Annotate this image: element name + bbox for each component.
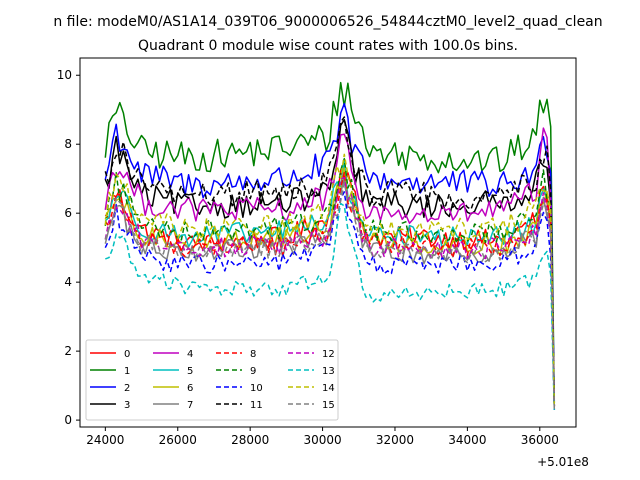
series-line-5 [104, 159, 556, 407]
legend-label-0: 0 [124, 349, 130, 360]
y-tick-label: 0 [64, 413, 72, 427]
series-line-1 [104, 81, 556, 403]
plot-frame [79, 57, 577, 428]
y-tick-label: 2 [64, 344, 72, 358]
x-tick-label: 28000 [231, 433, 269, 447]
legend-label-5: 5 [187, 366, 193, 377]
legend-label-4: 4 [187, 349, 193, 360]
series-layer [104, 81, 556, 410]
x-tick-label: 30000 [303, 433, 341, 447]
legend-label-14: 14 [322, 383, 335, 394]
legend-label-12: 12 [322, 349, 335, 360]
x-tick-label: 36000 [521, 433, 559, 447]
x-tick-label: 32000 [376, 433, 414, 447]
y-tick-label: 8 [64, 137, 72, 151]
chart-title: Quadrant 0 module wise count rates with … [138, 38, 518, 54]
x-tick-label: 24000 [86, 433, 124, 447]
series-line-2 [104, 102, 556, 403]
legend-label-7: 7 [187, 400, 193, 411]
legend-label-15: 15 [322, 400, 335, 411]
legend-label-11: 11 [250, 400, 263, 411]
x-offset-label: +5.01e8 [537, 455, 589, 469]
legend-label-6: 6 [187, 383, 193, 394]
y-tick-label: 10 [57, 68, 72, 82]
series-line-7 [104, 174, 556, 410]
series-line-12 [104, 177, 556, 407]
legend-label-3: 3 [124, 400, 130, 411]
x-tick-label: 34000 [448, 433, 486, 447]
y-tick-label: 4 [64, 275, 72, 289]
series-line-8 [104, 171, 556, 407]
legend-label-13: 13 [322, 366, 335, 377]
legend-label-2: 2 [124, 383, 130, 394]
legend-label-1: 1 [124, 366, 130, 377]
figure-suptitle: n file: modeM0/AS1A14_039T06_9000006526_… [53, 14, 602, 30]
x-tick-label: 26000 [159, 433, 197, 447]
legend-label-9: 9 [250, 366, 256, 377]
series-line-6 [104, 167, 556, 407]
series-line-14 [104, 153, 556, 407]
y-tick-label: 6 [64, 206, 72, 220]
series-line-3 [104, 119, 556, 407]
ticks-layer: 24000 26000 28000 30000 32000 34000 36000 0 2 4 6 8… [57, 68, 559, 447]
series-line-4 [104, 127, 556, 407]
series-line-11 [104, 116, 556, 407]
legend-label-8: 8 [250, 349, 256, 360]
legend-frame [85, 339, 339, 421]
series-line-9 [104, 157, 556, 407]
series-line-10 [104, 191, 556, 410]
legend-label-10: 10 [250, 383, 263, 394]
series-line-13 [105, 202, 556, 410]
